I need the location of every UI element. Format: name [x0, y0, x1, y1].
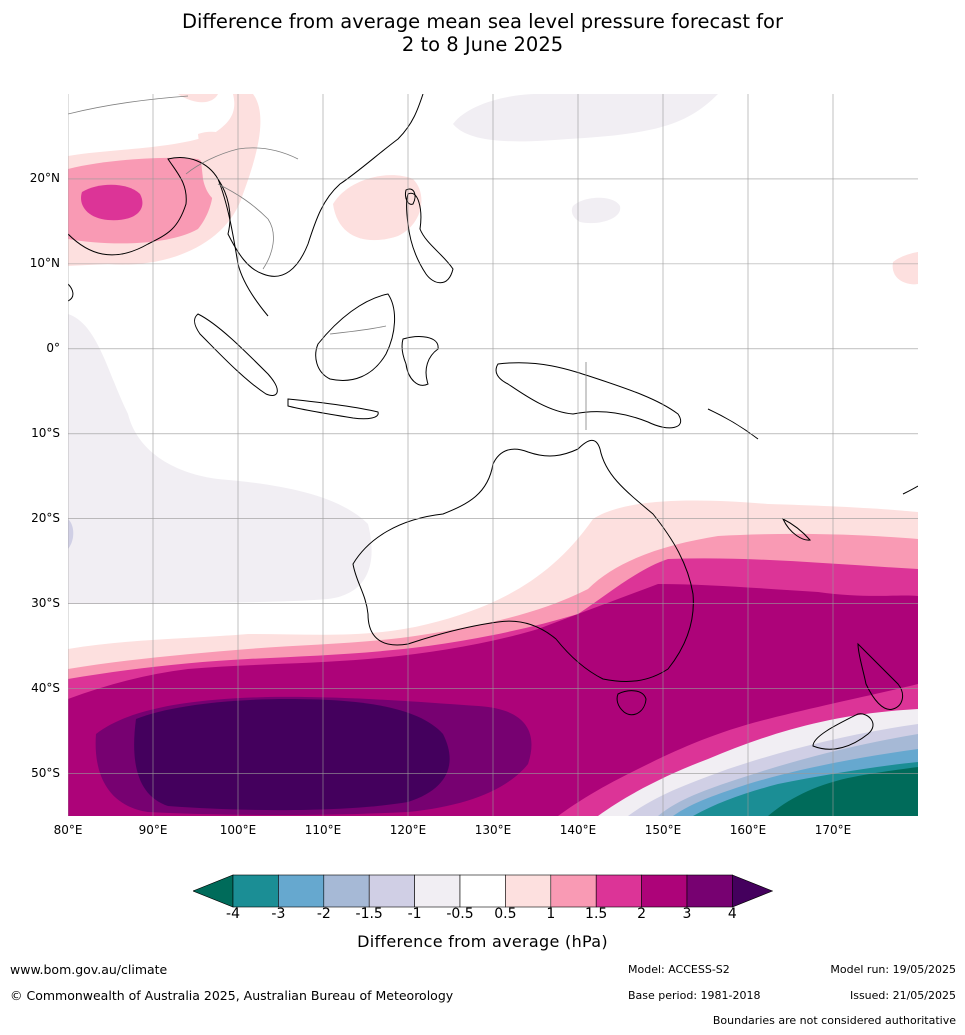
colorbar-segment [595, 874, 642, 908]
map-title: Difference from average mean sea level p… [0, 10, 965, 56]
latitude-label: 20°N [29, 170, 60, 185]
taiwan-coast [405, 188, 416, 205]
longitude-label: 100°E [219, 823, 257, 837]
asia-coast [68, 94, 424, 277]
colorbar-segment [459, 874, 506, 908]
colorbar-extend-min [193, 874, 234, 908]
colorbar-tick-label: 1.5 [585, 906, 608, 922]
contour-neg-se-4 [768, 767, 918, 816]
longitude-label: 120°E [389, 823, 427, 837]
tasmania-coast [616, 690, 647, 716]
colorbar-segment [278, 874, 325, 908]
latitude-label: 10°S [31, 425, 60, 440]
base-period-text: Base period: 1981-2018 [628, 989, 761, 1002]
longitude-label: 110°E [304, 823, 342, 837]
colorbar-segment [686, 874, 733, 908]
srilanka-coast [68, 283, 74, 302]
philippines-coast [406, 192, 454, 284]
contour-pos-indochina [198, 131, 246, 203]
longitude-label: 90°E [138, 823, 168, 837]
graticule [68, 94, 918, 816]
contour-pos-4 [134, 699, 450, 811]
colorbar-tick-label: -1.5 [355, 906, 383, 922]
australia-coast [352, 439, 694, 683]
colorbar-tick-label: -2 [316, 906, 331, 922]
colorbar-tick-label: 1 [546, 906, 556, 922]
title-line-1: Difference from average mean sea level p… [182, 10, 783, 33]
colorbar-segment [414, 874, 461, 908]
colorbar-tick-label: 0.5 [494, 906, 517, 922]
solomons [707, 408, 759, 440]
colorbar-tick-label: 3 [682, 906, 692, 922]
colorbar-tick-label: 2 [637, 906, 647, 922]
longitude-label: 80°E [53, 823, 83, 837]
longitude-label: 150°E [644, 823, 682, 837]
latitude-label: 50°S [31, 765, 60, 780]
colorbar-tick-label: -0.5 [446, 906, 474, 922]
new-guinea-coast [495, 362, 681, 429]
sumatra-coast [194, 313, 278, 396]
border-borneo [329, 325, 387, 335]
disclaimer-text: Boundaries are not considered authoritat… [712, 1014, 956, 1027]
contour-pos-east-edge [892, 252, 918, 285]
nz-north-island [857, 642, 904, 710]
latitude-label: 10°N [29, 255, 60, 270]
contour-neg-pacific-north [453, 94, 718, 142]
latitude-label: 0° [46, 340, 60, 355]
colorbar-extend-max [732, 874, 773, 908]
nz-south-island [812, 713, 874, 750]
latitude-label: 40°S [31, 680, 60, 695]
colorbar-segment [505, 874, 552, 908]
colorbar-segment [232, 874, 279, 908]
title-line-2: 2 to 8 June 2025 [401, 33, 564, 56]
latitude-label: 30°S [31, 595, 60, 610]
longitude-label: 140°E [559, 823, 597, 837]
colorbar-segment [323, 874, 370, 908]
new-caledonia [781, 517, 811, 541]
issued-text: Issued: 21/05/2025 [849, 989, 956, 1002]
border-asia-3 [68, 95, 189, 115]
colorbar-title: Difference from average (hPa) [357, 932, 608, 951]
contour-neg-west-edge [68, 519, 74, 549]
sulawesi-coast [401, 336, 439, 386]
colorbar [193, 874, 773, 908]
java-coast [287, 398, 379, 420]
pressure-anomaly-map [68, 94, 918, 816]
colorbar-tick-label: -4 [226, 906, 240, 922]
contour-pos-bengal-core [81, 184, 143, 221]
border-asia-2 [217, 183, 274, 270]
colorbar-tick-label: -1 [407, 906, 422, 922]
copyright-text: © Commonwealth of Australia 2025, Austra… [10, 988, 454, 1003]
contour-neg-small [571, 197, 621, 224]
model-text: Model: ACCESS-S2 [628, 963, 730, 976]
map-canvas [68, 94, 918, 816]
contour-neg-west [68, 314, 372, 604]
colorbar-segment [641, 874, 688, 908]
website-link[interactable]: www.bom.gov.au/climate [10, 962, 168, 977]
colorbar-tick-label: 4 [727, 906, 737, 922]
latitude-label: 20°S [31, 510, 60, 525]
fiji [902, 485, 918, 495]
colorbar-segment [550, 874, 597, 908]
longitude-label: 170°E [814, 823, 852, 837]
colorbar-segment [368, 874, 415, 908]
colorbar-tick-label: -3 [271, 906, 286, 922]
contour-pos-philippines [333, 175, 422, 241]
model-run-text: Model run: 19/05/2025 [830, 963, 956, 976]
longitude-label: 130°E [474, 823, 512, 837]
longitude-label: 160°E [729, 823, 767, 837]
